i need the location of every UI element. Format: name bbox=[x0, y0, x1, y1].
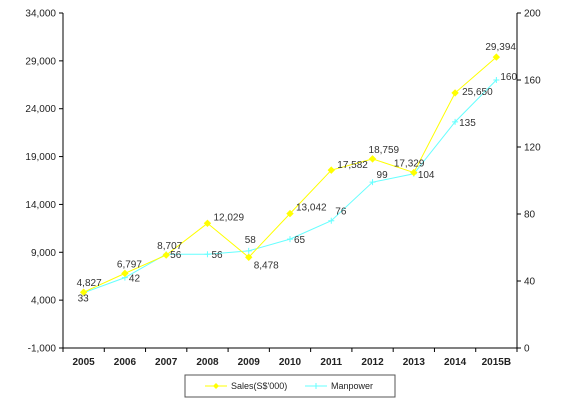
sales-data-label: 25,650 bbox=[462, 87, 493, 98]
left-y-tick-label: 4,000 bbox=[31, 296, 56, 307]
manpower-data-label: 56 bbox=[170, 250, 182, 261]
legend-sales-label: Sales(S$'000) bbox=[231, 381, 287, 391]
sales-data-label: 17,329 bbox=[394, 159, 425, 170]
sales-data-label: 17,582 bbox=[337, 160, 368, 171]
left-y-tick-label: 29,000 bbox=[25, 56, 56, 67]
axes-group bbox=[62, 13, 518, 349]
x-tick-label: 2009 bbox=[238, 357, 261, 368]
sales-point bbox=[327, 166, 335, 174]
left-y-tick-label: 9,000 bbox=[31, 248, 56, 259]
manpower-data-label: 33 bbox=[78, 294, 90, 305]
right-y-tick-label: 40 bbox=[524, 277, 536, 288]
x-tick-label: 2008 bbox=[196, 357, 219, 368]
sales-data-label: 6,797 bbox=[117, 259, 142, 270]
manpower-data-label: 56 bbox=[211, 250, 223, 261]
right-y-tick-label: 200 bbox=[524, 9, 541, 20]
sales-point bbox=[121, 269, 129, 278]
right-y-tick-label: 80 bbox=[524, 210, 536, 221]
left-y-tick-label: 24,000 bbox=[25, 104, 56, 115]
manpower-point bbox=[328, 217, 335, 224]
x-tick-label: 2010 bbox=[279, 357, 302, 368]
manpower-data-label: 58 bbox=[245, 235, 257, 246]
x-tick-label: 2005 bbox=[73, 357, 96, 368]
right-y-tick-label: 160 bbox=[524, 76, 541, 87]
left-y-tick-label: 19,000 bbox=[25, 152, 56, 163]
sales-point bbox=[245, 253, 253, 261]
sales-data-label: 4,827 bbox=[77, 278, 102, 289]
left-y-tick-label: 14,000 bbox=[25, 200, 56, 211]
x-tick-label: 2013 bbox=[403, 357, 426, 368]
x-tick-label: 2006 bbox=[114, 357, 137, 368]
legend-items: Sales(S$'000) Manpower bbox=[205, 381, 373, 391]
sales-data-label: 8,707 bbox=[157, 241, 182, 252]
manpower-point bbox=[287, 236, 293, 243]
sales-point bbox=[492, 53, 501, 61]
sales-data-label: 12,029 bbox=[213, 212, 244, 223]
right-y-tick-label: 120 bbox=[524, 143, 541, 154]
sales-data-label: 18,759 bbox=[369, 145, 400, 156]
manpower-line bbox=[83, 79, 497, 294]
x-tick-label: 2011 bbox=[320, 357, 342, 368]
x-ticks: 2005 2006 2007 2008 2009 2010 2011 2012 2013 2014… bbox=[62, 348, 518, 368]
manpower-data-label: 104 bbox=[418, 170, 435, 181]
right-y-tick-label: 0 bbox=[524, 344, 530, 355]
x-tick-label: 2012 bbox=[361, 357, 384, 368]
manpower-data-label: 76 bbox=[335, 207, 347, 218]
right-y-ticks: 0 40 80 120 160 200 bbox=[517, 9, 541, 355]
sales-point bbox=[368, 155, 377, 163]
x-tick-label: 2015B bbox=[482, 357, 511, 368]
manpower-point bbox=[493, 77, 500, 83]
manpower-data-label: 42 bbox=[129, 274, 141, 285]
manpower-data-label: 65 bbox=[294, 235, 306, 246]
sales-point bbox=[203, 219, 212, 228]
manpower-point bbox=[204, 251, 211, 258]
manpower-data-label: 135 bbox=[459, 118, 476, 129]
legend: Sales(S$'000) Manpower bbox=[184, 374, 396, 398]
sales-point bbox=[410, 168, 418, 177]
manpower-data-label: 160 bbox=[500, 72, 517, 83]
manpower-point bbox=[245, 247, 252, 254]
legend-box bbox=[184, 374, 396, 398]
sales-point bbox=[79, 288, 88, 296]
x-tick-label: 2014 bbox=[444, 357, 467, 368]
manpower-data-label: 99 bbox=[377, 170, 389, 181]
sales-point bbox=[286, 209, 294, 218]
left-y-tick-label: 34,000 bbox=[25, 9, 56, 20]
manpower-point bbox=[452, 118, 459, 125]
x-tick-label: 2007 bbox=[155, 357, 178, 368]
legend-manpower-label: Manpower bbox=[331, 381, 373, 391]
series-layer: 4,827 6,797 8,707 12,029 8,478 13,042 17,58218… bbox=[77, 42, 518, 305]
sales-data-label: 29,394 bbox=[485, 42, 516, 53]
left-y-ticks: -1,000 4,000 9,000 14,000 19,000 24,000 29,000… bbox=[25, 9, 63, 355]
left-y-tick-label: -1,000 bbox=[28, 344, 57, 355]
sales-data-label: 8,478 bbox=[254, 260, 279, 271]
manpower-point bbox=[369, 179, 376, 186]
sales-point bbox=[451, 89, 459, 97]
sales-point bbox=[162, 251, 170, 259]
legend-sales-marker bbox=[213, 383, 219, 389]
sales-data-label: 13,042 bbox=[296, 203, 327, 214]
legend-manpower-marker bbox=[313, 383, 319, 389]
